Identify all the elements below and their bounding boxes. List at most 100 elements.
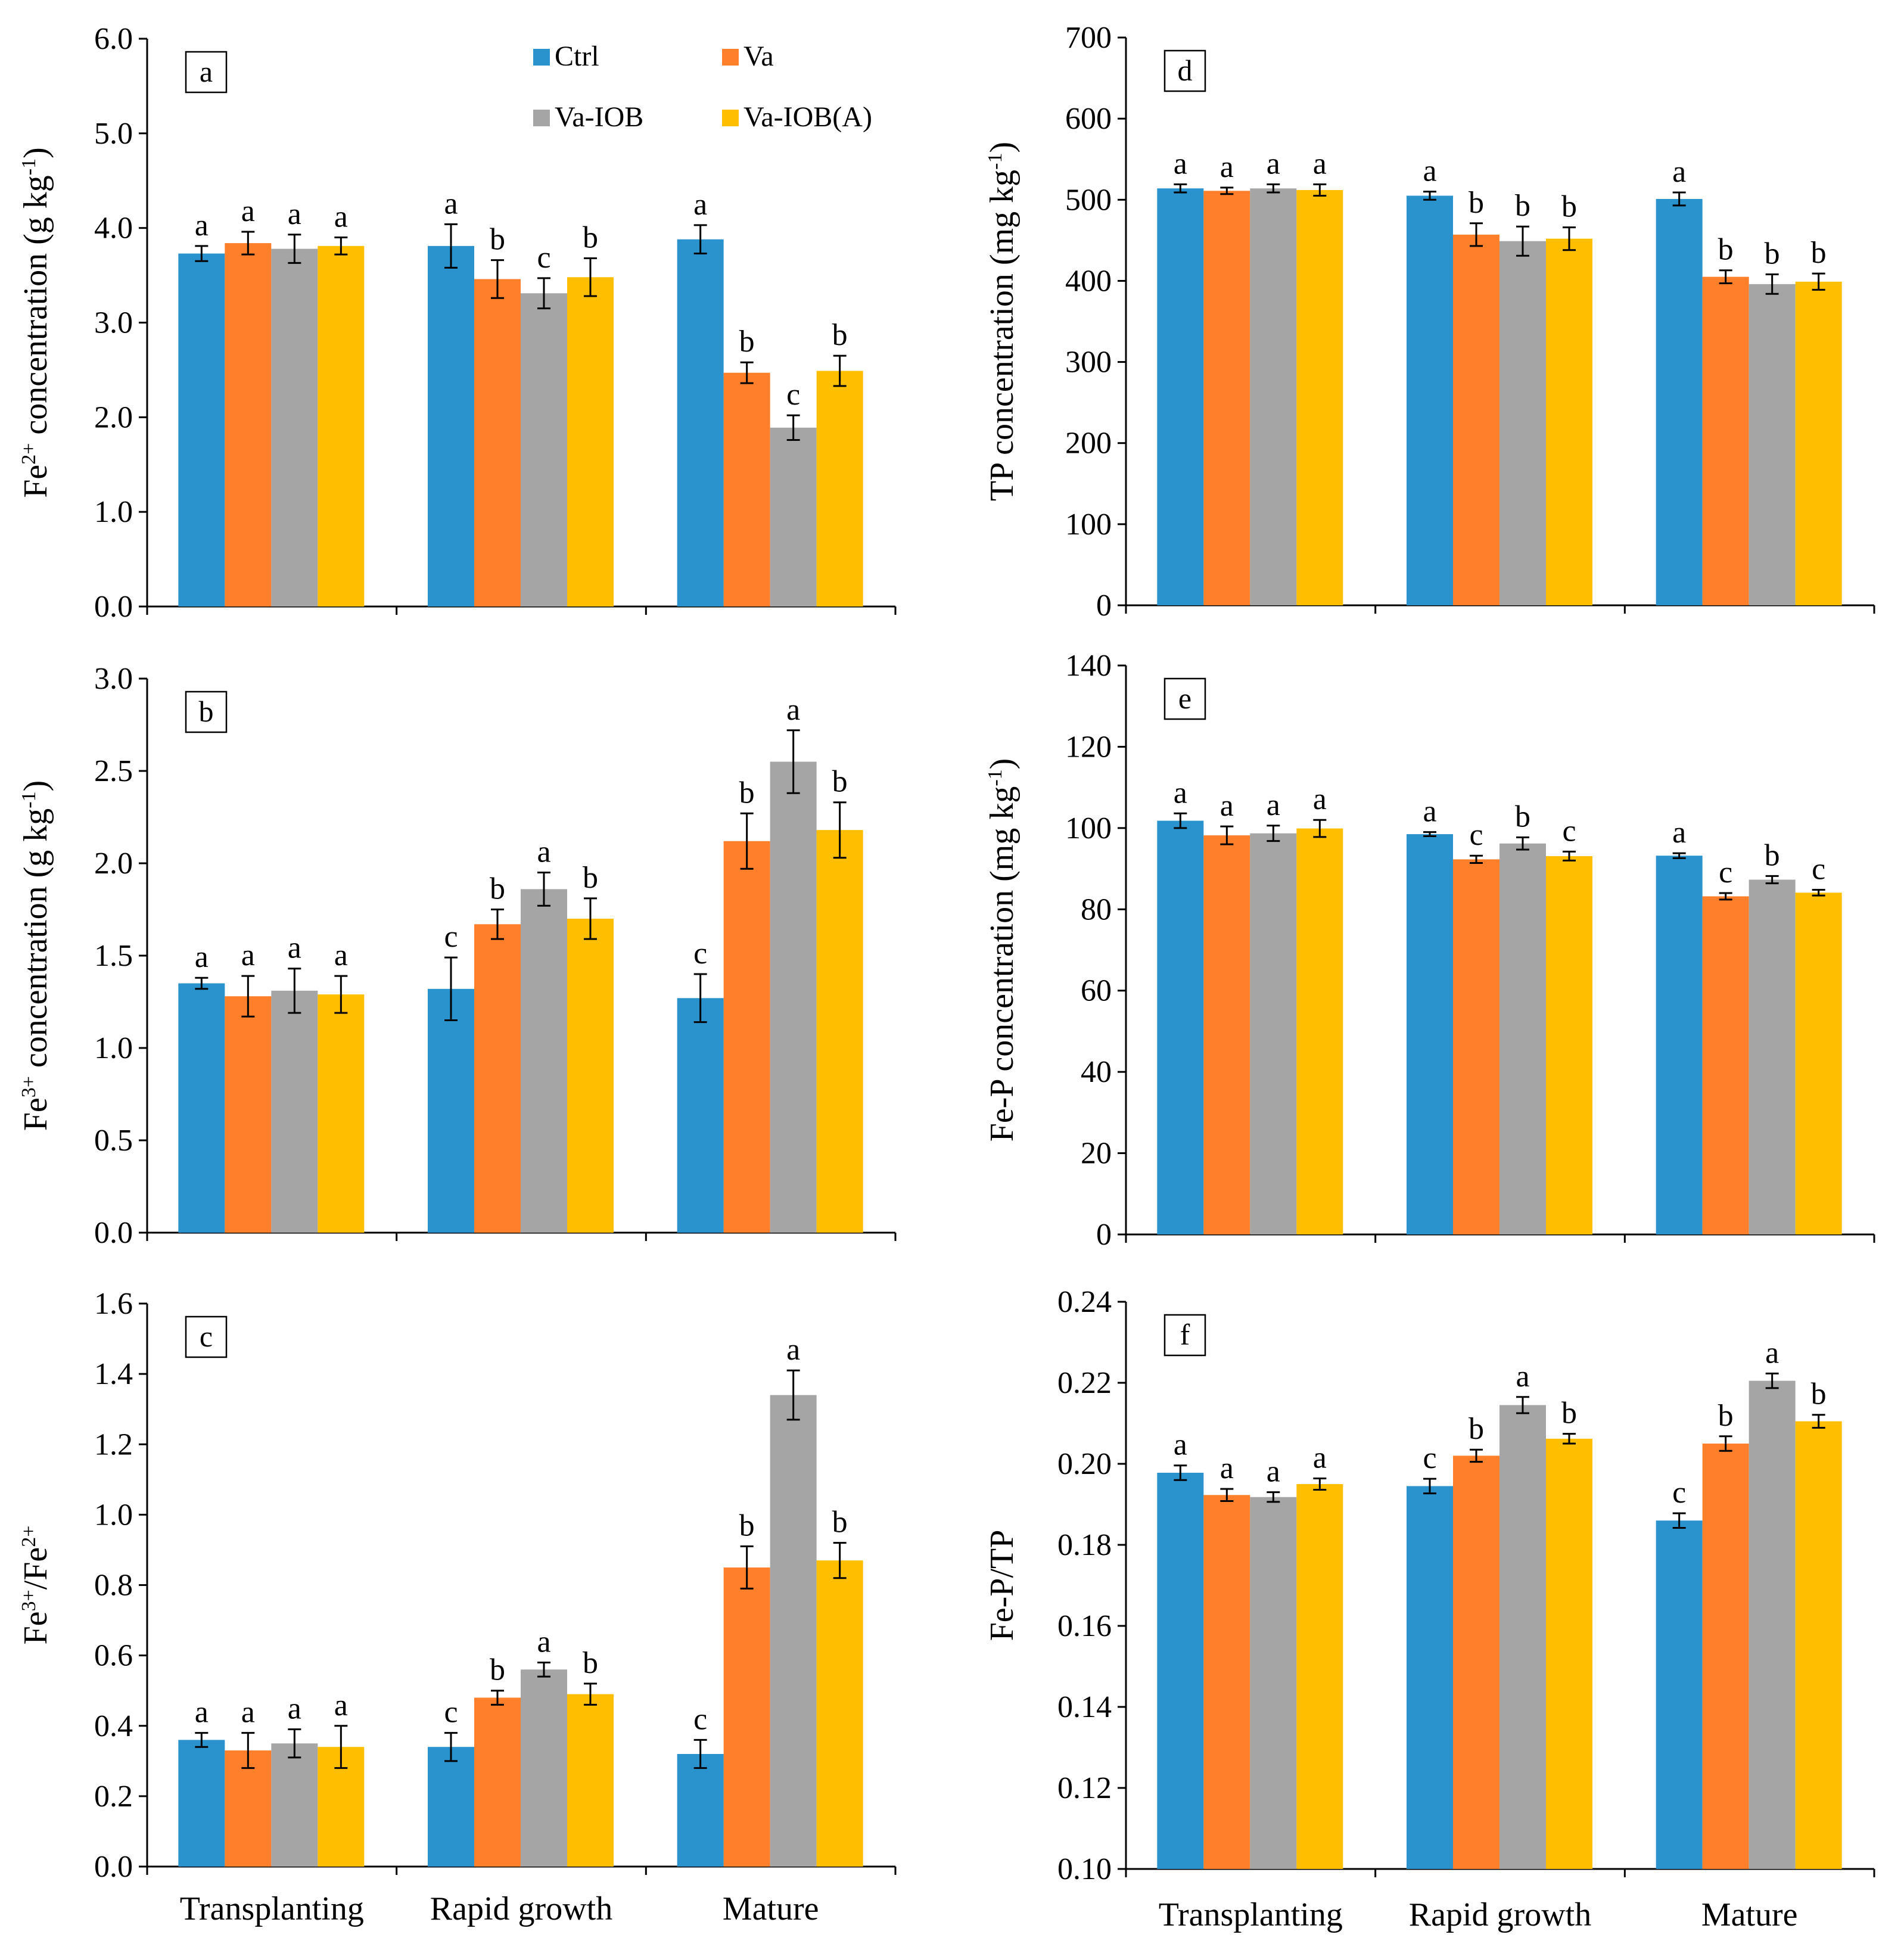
- x-category-label: Transplanting: [180, 1890, 364, 1927]
- y-axis-label: Fe2+ concentration (g kg-1): [17, 147, 54, 498]
- legend-label: Va-IOB: [555, 101, 643, 133]
- y-tick-label: 0.16: [1057, 1609, 1112, 1643]
- significance-letter: b: [739, 1509, 755, 1543]
- y-tick-label: 0.8: [94, 1569, 133, 1603]
- y-axis-label-part: /Fe: [17, 1547, 54, 1590]
- y-axis-label: Fe3+ concentration (g kg-1): [17, 780, 54, 1131]
- x-category-label: Mature: [723, 1890, 819, 1927]
- significance-letter: b: [739, 325, 755, 359]
- y-tick-label: 2.0: [94, 400, 133, 434]
- significance-letter: a: [1672, 816, 1686, 850]
- significance-letter: a: [1313, 147, 1327, 181]
- y-axis-label-part: ): [17, 147, 54, 158]
- y-tick-label: 0.6: [94, 1639, 133, 1673]
- significance-letter: a: [537, 1625, 550, 1659]
- y-tick-label: 20: [1081, 1137, 1112, 1171]
- bar-va: [1702, 896, 1749, 1234]
- significance-letter: a: [537, 835, 550, 869]
- significance-letter: a: [1423, 154, 1436, 188]
- panel-label-box: [1163, 677, 1206, 720]
- significance-letter: c: [786, 378, 800, 412]
- y-axis-label-sup: 2+: [18, 1526, 40, 1547]
- bar-ctrl: [677, 239, 724, 607]
- bar-va-iob-a-: [567, 277, 614, 607]
- bar-va: [1702, 276, 1749, 605]
- bar-ctrl: [178, 253, 225, 607]
- bar-va-iob-a-: [1795, 892, 1842, 1234]
- significance-letter: b: [583, 220, 598, 254]
- significance-letter: a: [195, 209, 209, 242]
- significance-letter: b: [490, 223, 505, 257]
- significance-letter: b: [1515, 189, 1530, 223]
- y-tick-label: 5.0: [94, 117, 133, 151]
- legend-swatch: [722, 49, 739, 66]
- legend-label: Ctrl: [555, 41, 599, 72]
- significance-letter: a: [1765, 1336, 1779, 1370]
- bar-ctrl: [1407, 834, 1453, 1234]
- bar-va-iob: [770, 427, 817, 607]
- panel-label-box: [185, 1315, 228, 1358]
- bar-va: [225, 243, 272, 607]
- y-axis-label-sup: -1: [984, 153, 1006, 170]
- significance-letter: c: [537, 241, 550, 275]
- bar-va: [225, 996, 272, 1233]
- y-axis-label-part: TP concentration (mg kg: [984, 170, 1021, 501]
- bar-va: [1453, 1455, 1499, 1869]
- significance-letter: c: [444, 1696, 458, 1730]
- legend: Ctrl Va Va-IOB Va-IOB(A): [533, 41, 872, 133]
- panel-label: b: [199, 695, 214, 728]
- bar-ctrl: [1656, 856, 1703, 1234]
- bar-va-iob: [1749, 284, 1796, 606]
- significance-letter: b: [583, 1646, 598, 1680]
- bar-ctrl: [1407, 1486, 1453, 1869]
- y-tick-label: 0.14: [1057, 1690, 1112, 1724]
- bar-ctrl: [677, 1754, 724, 1867]
- y-axis-label-part: Fe: [17, 1611, 54, 1644]
- bar-va-iob-a-: [816, 371, 863, 607]
- significance-letter: a: [1313, 782, 1327, 816]
- bar-va: [723, 1567, 770, 1867]
- y-tick-label: 200: [1065, 427, 1112, 461]
- significance-letter: b: [1561, 1397, 1577, 1430]
- y-axis-label: Fe-P/TP: [984, 1530, 1021, 1641]
- significance-letter: c: [693, 1702, 707, 1736]
- significance-letter: b: [739, 776, 755, 810]
- y-tick-label: 0.0: [94, 1850, 133, 1884]
- panel-label: e: [1178, 682, 1191, 715]
- bar-va: [1203, 1495, 1250, 1869]
- bar-va-iob-a-: [567, 1694, 614, 1867]
- significance-letter: b: [1718, 233, 1734, 267]
- bar-va-iob: [1499, 241, 1546, 605]
- y-tick-label: 1.4: [94, 1357, 133, 1391]
- significance-letter: b: [1811, 236, 1827, 270]
- bar-va: [723, 841, 770, 1233]
- significance-letter: a: [1174, 147, 1187, 181]
- significance-letter: b: [832, 765, 848, 799]
- panel-label-box: [1163, 49, 1206, 92]
- significance-letter: a: [1516, 1360, 1529, 1394]
- panel-label-box: [185, 51, 228, 94]
- y-tick-label: 120: [1065, 730, 1112, 764]
- y-tick-label: 80: [1081, 892, 1112, 926]
- significance-letter: b: [1765, 838, 1780, 872]
- y-tick-label: 0.20: [1057, 1447, 1112, 1481]
- bar-va: [1453, 234, 1499, 605]
- y-axis-label-sup: -1: [18, 791, 40, 808]
- y-tick-label: 100: [1065, 508, 1112, 542]
- y-tick-label: 0.18: [1057, 1528, 1112, 1562]
- y-tick-label: 0.0: [94, 590, 133, 624]
- bar-va-iob-a-: [567, 919, 614, 1233]
- bar-va-iob-a-: [816, 830, 863, 1233]
- y-tick-label: 3.0: [94, 662, 133, 696]
- panel-label: d: [1178, 54, 1193, 87]
- y-tick-label: 500: [1065, 183, 1112, 217]
- significance-letter: a: [1174, 1428, 1187, 1462]
- bar-va-iob: [1749, 1380, 1796, 1869]
- bar-va-iob-a-: [1795, 281, 1842, 605]
- significance-letter: a: [786, 693, 800, 727]
- bar-va-iob: [521, 293, 567, 607]
- y-tick-label: 0.10: [1057, 1852, 1112, 1886]
- bar-ctrl: [428, 1747, 474, 1867]
